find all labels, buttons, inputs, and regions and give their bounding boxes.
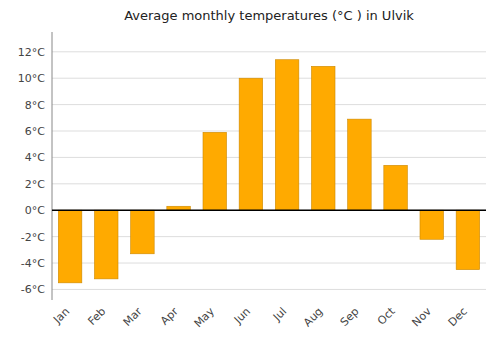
bar: [203, 132, 227, 210]
x-tick-label: Mar: [121, 305, 145, 329]
y-tick-label: 4°C: [25, 151, 45, 164]
bar: [94, 210, 118, 279]
grid-line: [52, 78, 486, 79]
x-tick-label: Jan: [50, 305, 72, 327]
bar: [131, 210, 155, 254]
y-tick-label: 8°C: [25, 99, 45, 112]
bar: [239, 78, 263, 210]
zero-line: [52, 209, 486, 211]
y-axis-line: [52, 32, 53, 300]
y-tick-label: 2°C: [25, 178, 45, 191]
x-tick-label: Oct: [375, 304, 398, 327]
y-tick-label: 10°C: [18, 72, 45, 85]
bar: [275, 60, 299, 211]
y-tick-label: 12°C: [18, 46, 45, 59]
x-tick-label: Aug: [301, 305, 325, 329]
x-tick-label: Feb: [85, 305, 108, 328]
grid-line: [52, 289, 486, 290]
y-tick-label: -4°C: [21, 257, 45, 270]
bar: [420, 210, 444, 239]
title: Average monthly temperatures (°C ) in Ul…: [124, 8, 414, 23]
bar: [384, 165, 408, 210]
chart-container: Average monthly temperatures (°C ) in Ul…: [0, 0, 500, 350]
chart-svg: Average monthly temperatures (°C ) in Ul…: [0, 0, 500, 350]
y-tick-label: -2°C: [21, 231, 45, 244]
x-tick-label: Dec: [446, 305, 470, 329]
grid-line: [52, 131, 486, 132]
bar: [311, 66, 335, 210]
y-tick-label: 6°C: [25, 125, 45, 138]
x-tick-label: May: [192, 305, 218, 331]
bars: [58, 60, 479, 283]
grid-line: [52, 51, 486, 52]
grid-line: [52, 157, 486, 158]
grid-line: [52, 183, 486, 184]
bar: [456, 210, 480, 269]
grid-line: [52, 104, 486, 105]
x-tick-label: Sep: [338, 305, 362, 329]
grid: [52, 52, 486, 290]
x-tick-label: Nov: [409, 305, 434, 330]
grid-line: [52, 210, 486, 211]
y-tick-label: -6°C: [21, 283, 45, 296]
bar: [58, 210, 82, 283]
x-tick-label: Jul: [270, 305, 289, 324]
bar: [348, 119, 372, 210]
x-tick-label: Apr: [158, 305, 181, 328]
x-tick-label: Jun: [231, 305, 253, 327]
y-tick-label: 0°C: [25, 204, 45, 217]
